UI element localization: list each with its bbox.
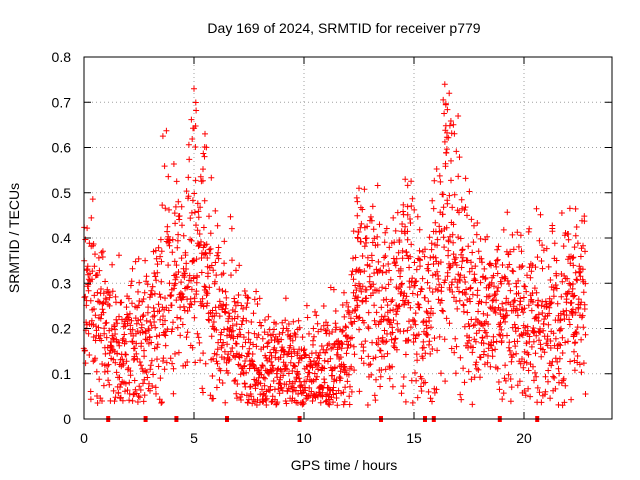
y-tick-label: 0.3 <box>52 275 72 291</box>
x-tick-label: 20 <box>516 430 532 446</box>
y-axis-label: SRMTID / TECUs <box>6 183 22 293</box>
srmtid-markers <box>80 81 589 409</box>
y-tick-label: 0 <box>63 411 71 427</box>
y-tick-label: 0.5 <box>52 185 72 201</box>
x-tick-label: 0 <box>80 430 88 446</box>
data-points <box>80 81 589 409</box>
plot-frame <box>83 56 613 420</box>
x-axis-label: GPS time / hours <box>291 457 398 473</box>
chart-title: Day 169 of 2024, SRMTID for receiver p77… <box>207 20 480 36</box>
y-tick-label: 0.8 <box>52 49 72 65</box>
y-tick-label: 0.7 <box>52 94 72 110</box>
tick-labels: 0 0.1 0.2 0.3 0.4 0.5 0.6 0.7 0.8 0 5 10 15 20 <box>52 49 532 446</box>
x-tick-label: 15 <box>406 430 422 446</box>
y-tick-label: 0.1 <box>52 366 72 382</box>
x-tick-label: 10 <box>296 430 312 446</box>
y-tick-label: 0.2 <box>52 321 72 337</box>
x-tick-label: 5 <box>190 430 198 446</box>
y-tick-label: 0.6 <box>52 140 72 156</box>
y-tick-label: 0.4 <box>52 230 72 246</box>
